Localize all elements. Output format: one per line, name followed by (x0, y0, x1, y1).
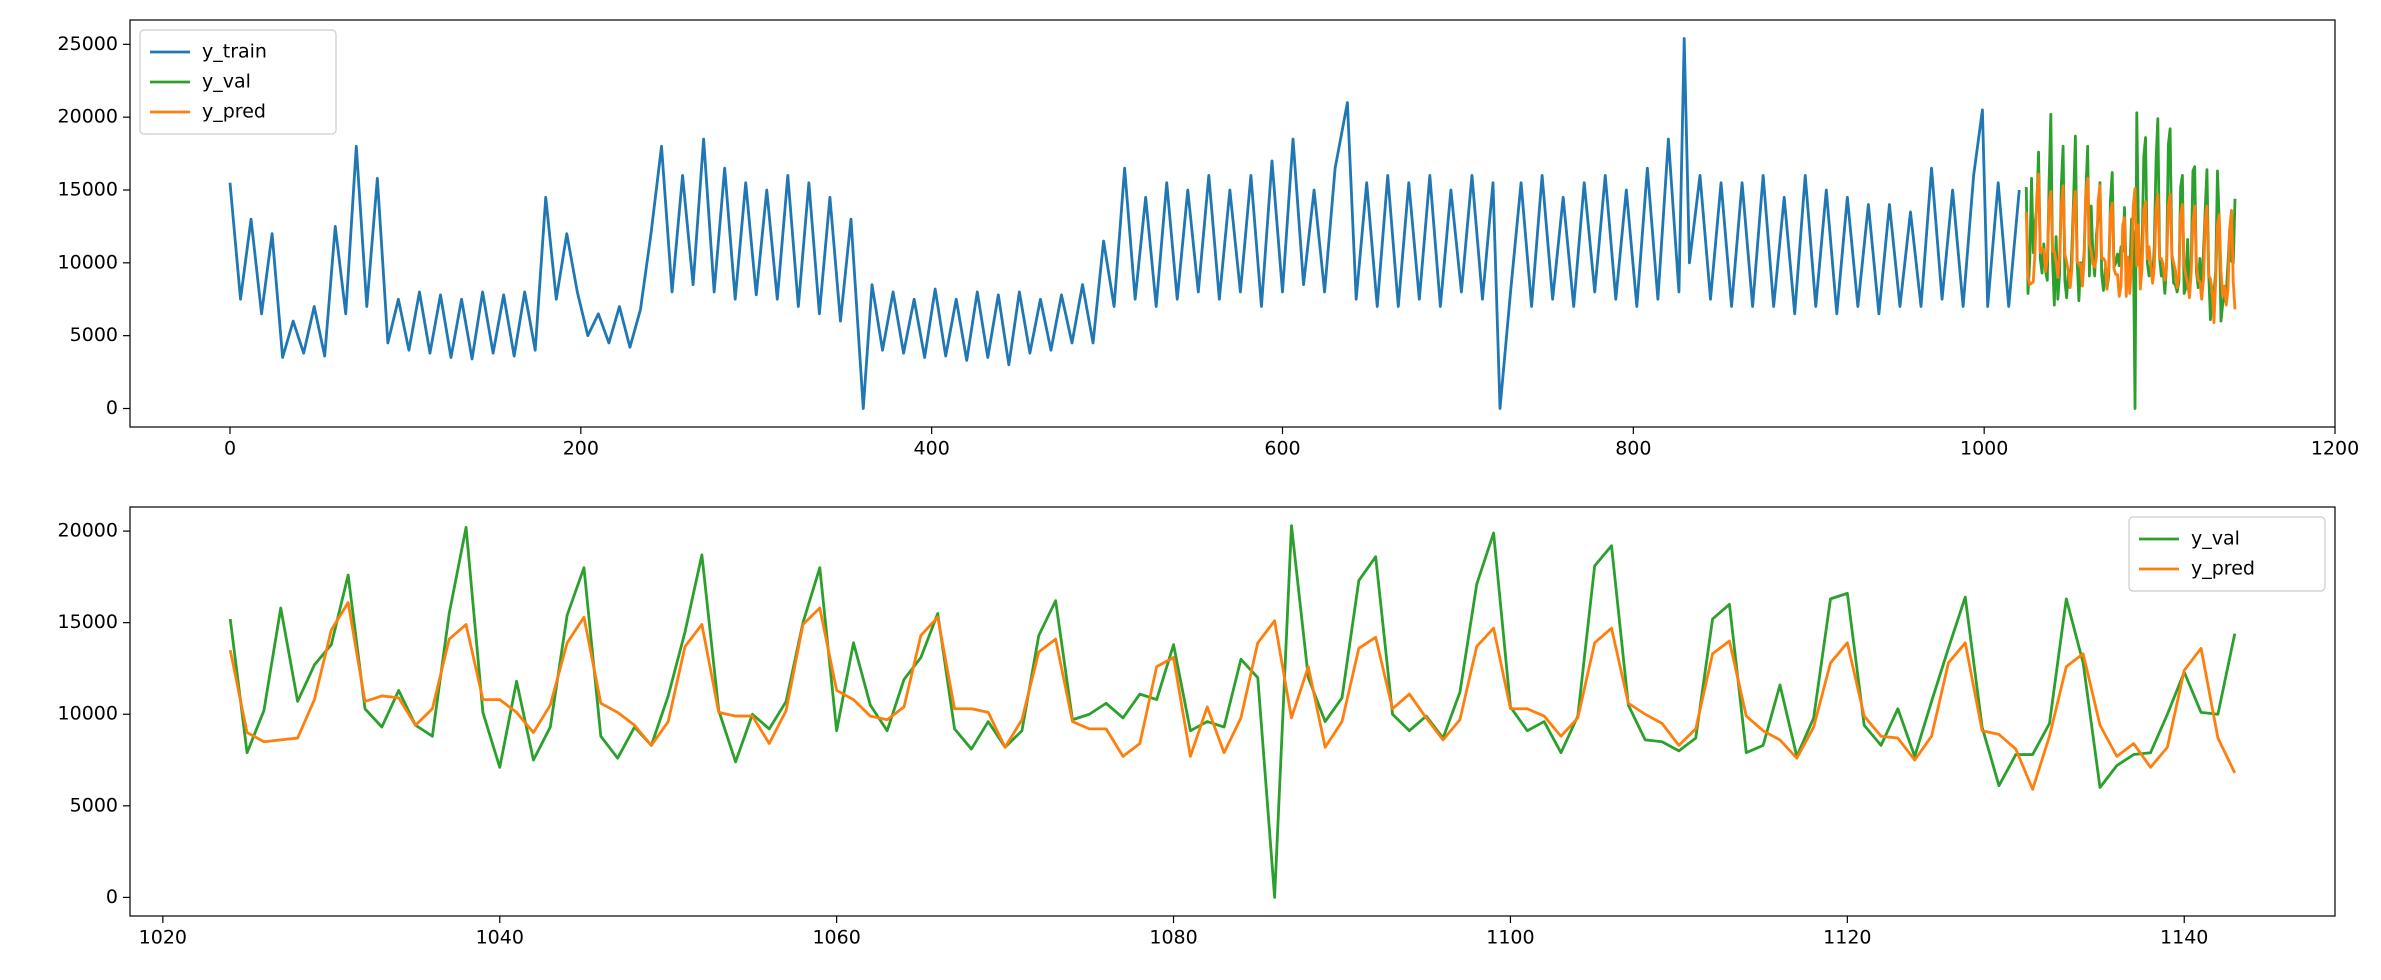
axes-frame (129, 506, 2336, 917)
x-tick-label: 1080 (1149, 927, 1197, 949)
x-tick-label: 400 (914, 438, 950, 460)
y-tick-label: 0 (106, 397, 118, 419)
legend-label: y_train (202, 41, 267, 63)
series-line (228, 524, 2237, 899)
legend-label: y_pred (2191, 558, 2255, 580)
y-tick-label: 20000 (58, 106, 118, 128)
legend-box (2128, 516, 2326, 592)
x-tick-label: 1120 (1823, 927, 1871, 949)
legend-label: y_val (202, 71, 251, 93)
x-tick-label: 1140 (2160, 927, 2208, 949)
x-tick-label: 800 (1615, 438, 1651, 460)
x-tick-label: 1200 (2311, 438, 2359, 460)
y-tick-label: 15000 (58, 611, 118, 633)
legend-box (139, 29, 337, 135)
y-tick-label: 10000 (58, 703, 118, 725)
x-tick-label: 1020 (139, 927, 187, 949)
legend-label: y_pred (202, 101, 266, 123)
subplot: 0 200 400 600 800 1000 1200 0 5000 10000 15000 2000… (58, 19, 2359, 460)
axes-frame (129, 19, 2336, 428)
x-tick-label: 0 (224, 438, 236, 460)
series-line (228, 601, 2237, 791)
x-tick-label: 600 (1264, 438, 1300, 460)
y-tick-label: 5000 (70, 794, 118, 816)
y-tick-label: 25000 (58, 33, 118, 55)
x-tick-label: 1000 (1960, 438, 2008, 460)
legend: y_train y_val y_pred (139, 29, 337, 135)
x-tick-label: 1040 (476, 927, 524, 949)
y-tick-label: 0 (106, 886, 118, 908)
series-line (2024, 172, 2237, 324)
legend-label: y_val (2191, 528, 2240, 550)
x-tick-label: 1060 (812, 927, 860, 949)
subplot: 1020 1040 1060 1080 1100 1120 1140 0 5000 10000 15… (58, 506, 2336, 949)
y-tick-label: 15000 (58, 178, 118, 200)
y-tick-label: 20000 (58, 520, 118, 542)
x-tick-label: 1100 (1486, 927, 1534, 949)
y-tick-label: 10000 (58, 251, 118, 273)
y-tick-label: 5000 (70, 324, 118, 346)
x-tick-label: 200 (563, 438, 599, 460)
series-line (228, 37, 2021, 410)
legend: y_val y_pred (2128, 516, 2326, 592)
